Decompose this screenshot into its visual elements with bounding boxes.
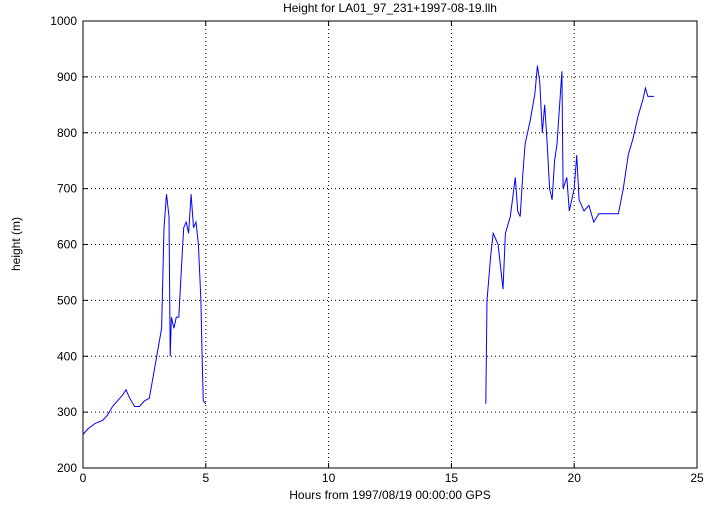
x-tick-label: 10 xyxy=(322,471,336,485)
y-tick-label: 500 xyxy=(57,293,77,307)
x-tick-label: 5 xyxy=(202,471,209,485)
x-axis-label: Hours from 1997/08/19 00:00:00 GPS xyxy=(289,488,490,502)
y-axis-label: height (m) xyxy=(9,217,23,271)
y-tick-label: 400 xyxy=(57,349,77,363)
y-tick-label: 800 xyxy=(57,126,77,140)
x-tick-label: 25 xyxy=(690,471,704,485)
x-tick-label: 0 xyxy=(80,471,87,485)
y-tick-label: 600 xyxy=(57,238,77,252)
y-tick-label: 700 xyxy=(57,182,77,196)
x-tick-label: 20 xyxy=(568,471,582,485)
y-tick-label: 200 xyxy=(57,461,77,475)
x-tick-label: 15 xyxy=(445,471,459,485)
chart-title: Height for LA01_97_231+1997-08-19.llh xyxy=(283,1,497,15)
y-tick-label: 300 xyxy=(57,405,77,419)
data-line xyxy=(82,65,654,435)
y-tick-label: 1000 xyxy=(50,14,77,28)
y-tick-label: 900 xyxy=(57,70,77,84)
